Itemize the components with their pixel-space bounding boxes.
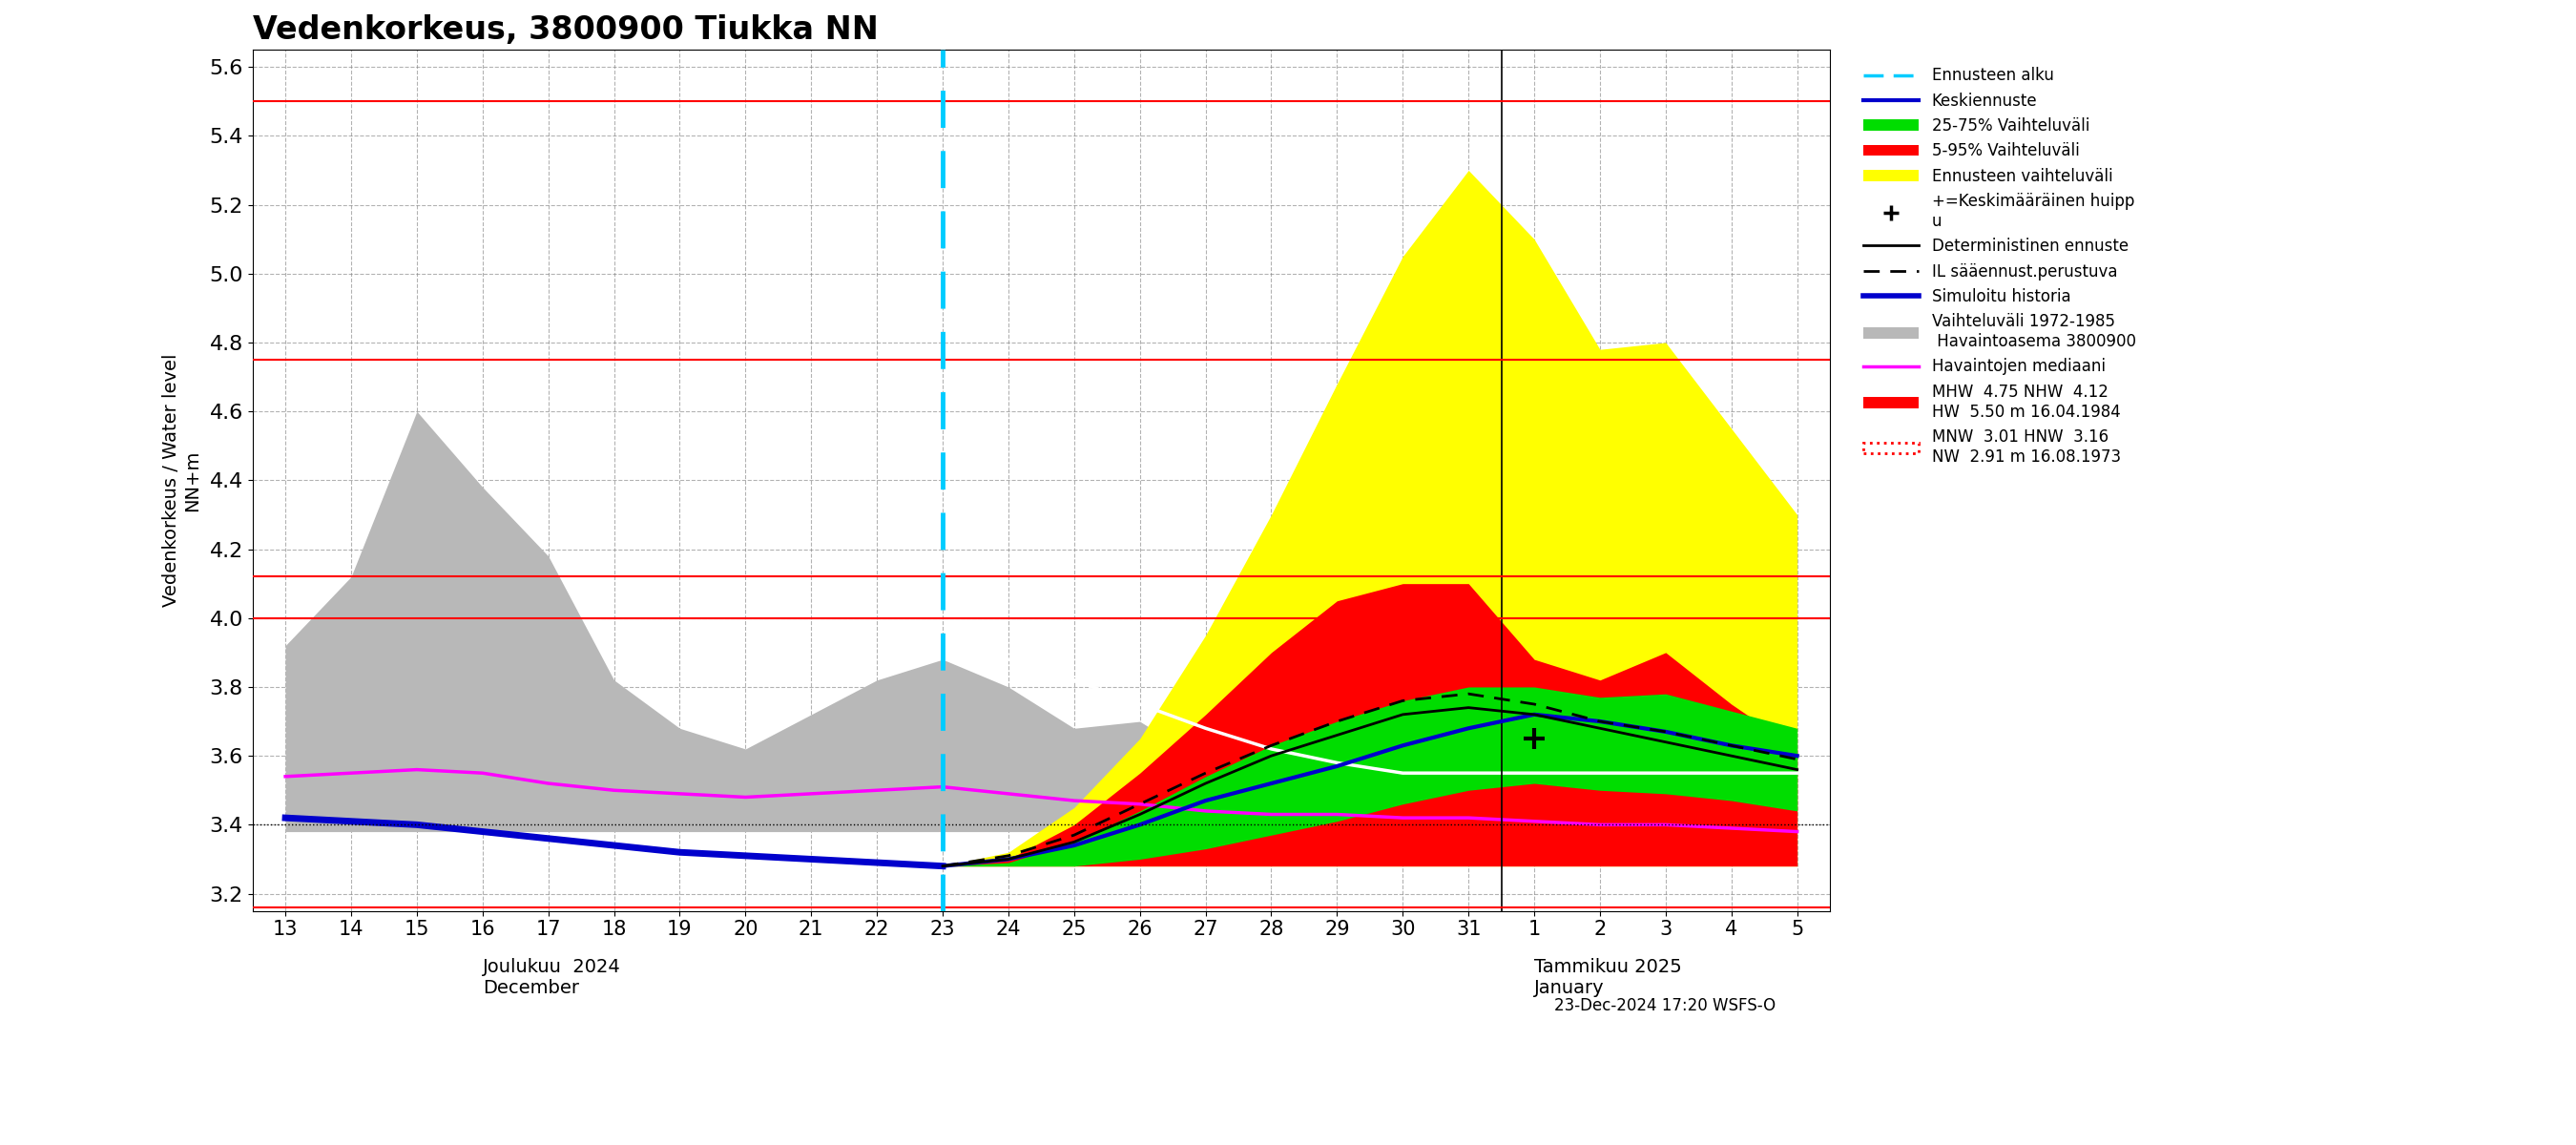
Legend: Ennusteen alku, Keskiennuste, 25-75% Vaihteluväli, 5-95% Vaihteluväli, Ennusteen: Ennusteen alku, Keskiennuste, 25-75% Vai… [1855,57,2146,475]
Text: 23-Dec-2024 17:20 WSFS-O: 23-Dec-2024 17:20 WSFS-O [1553,997,1775,1014]
Text: Joulukuu  2024
December: Joulukuu 2024 December [482,958,621,997]
Text: Tammikuu 2025
January: Tammikuu 2025 January [1535,958,1682,997]
Text: Vedenkorkeus, 3800900 Tiukka NN: Vedenkorkeus, 3800900 Tiukka NN [252,14,878,46]
Text: Vedenkorkeus / Water level
NN+m: Vedenkorkeus / Water level NN+m [162,354,201,607]
